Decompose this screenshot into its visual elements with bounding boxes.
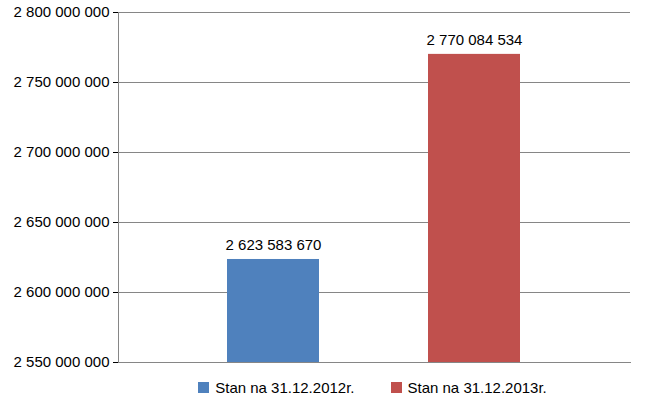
svg-text:2 600 000 000: 2 600 000 000: [14, 283, 110, 300]
svg-text:2 650 000 000: 2 650 000 000: [14, 213, 110, 230]
svg-text:2 800 000 000: 2 800 000 000: [14, 3, 110, 20]
svg-text:2 623 583 670: 2 623 583 670: [226, 236, 322, 253]
svg-text:2 750 000 000: 2 750 000 000: [14, 73, 110, 90]
svg-text:2 550 000 000: 2 550 000 000: [14, 353, 110, 370]
html-text:Stan na 31.12.2012r.: Stan na 31.12.2012r.: [215, 378, 355, 396]
html-text:Stan na 31.12.2013r.: Stan na 31.12.2013r.: [407, 378, 547, 396]
svg-text:2 700 000 000: 2 700 000 000: [14, 143, 110, 160]
svg-text:2 770 084 534: 2 770 084 534: [427, 31, 523, 48]
